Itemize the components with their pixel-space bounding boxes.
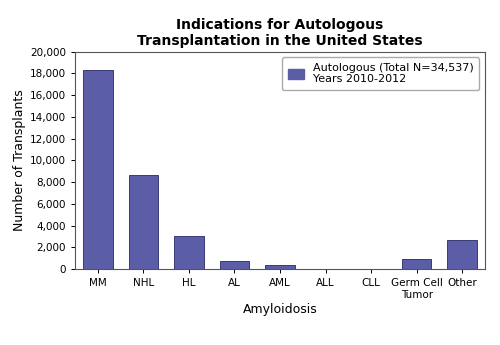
Bar <box>128 175 158 269</box>
Bar <box>174 237 204 269</box>
Title: Indications for Autologous
Transplantation in the United States: Indications for Autologous Transplantati… <box>137 18 423 48</box>
Y-axis label: Number of Transplants: Number of Transplants <box>12 90 26 231</box>
Legend: Autologous (Total N=34,537)
Years 2010-2012: Autologous (Total N=34,537) Years 2010-2… <box>282 57 480 90</box>
Bar <box>402 259 432 269</box>
Bar <box>448 240 477 269</box>
Bar <box>83 70 112 269</box>
Bar <box>220 262 249 269</box>
Bar <box>311 268 340 269</box>
Bar <box>265 265 295 269</box>
X-axis label: Amyloidosis: Amyloidosis <box>242 303 318 316</box>
